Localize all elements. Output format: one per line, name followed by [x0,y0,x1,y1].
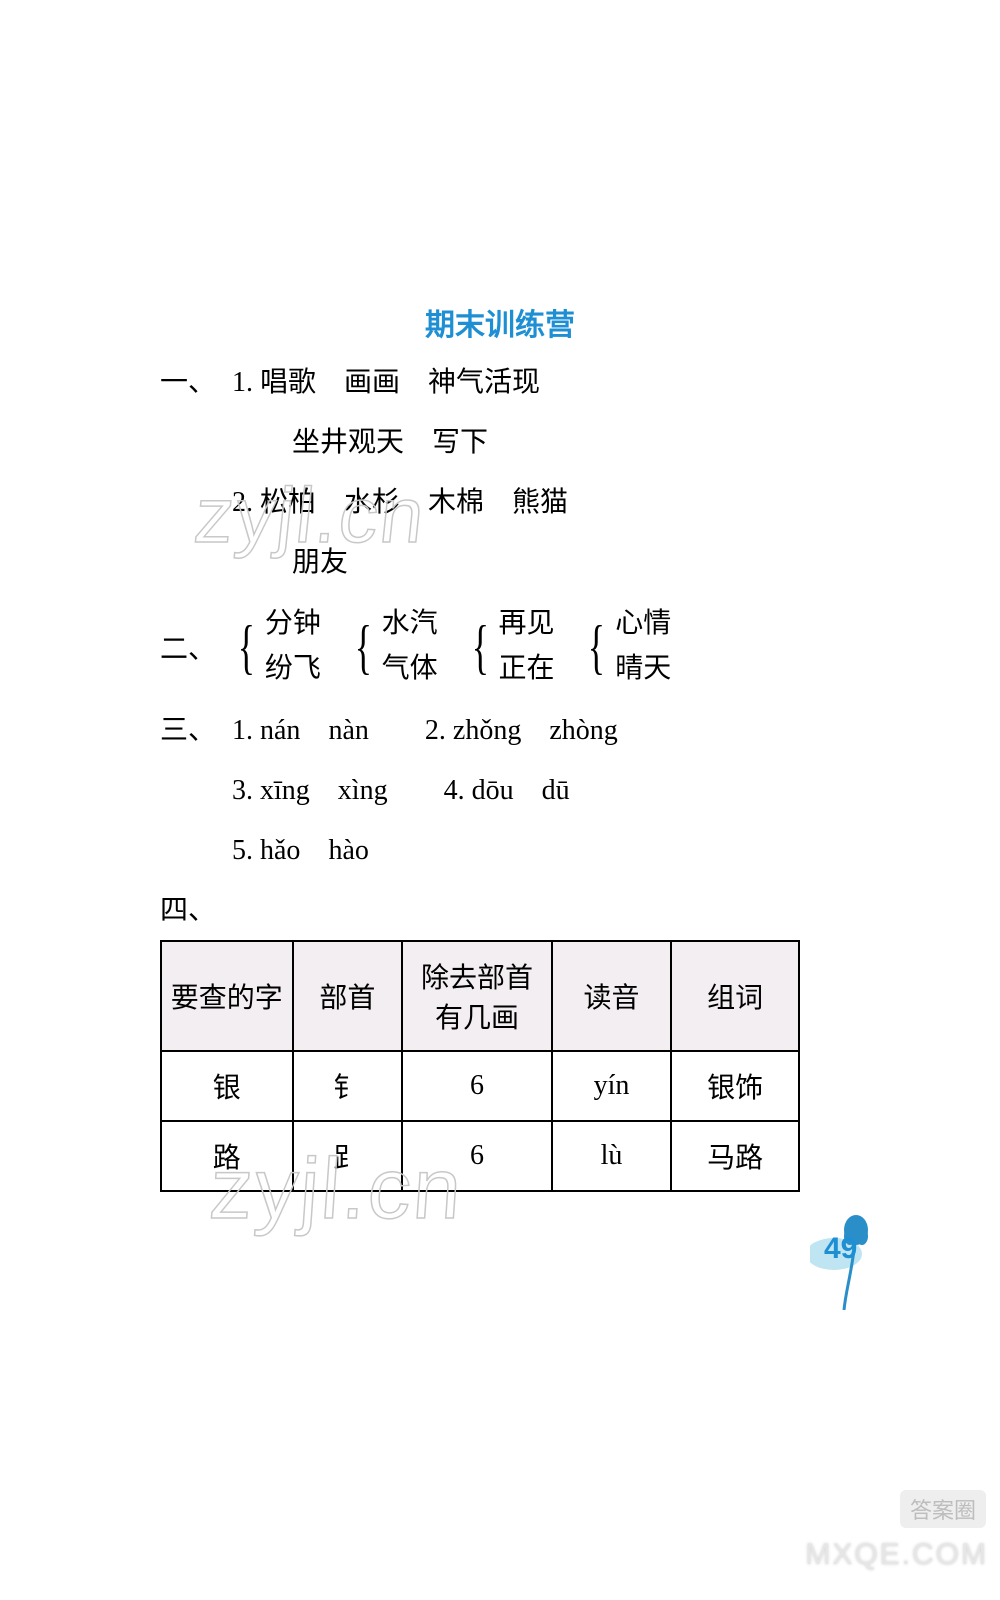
section1-line3: 2. 松柏 水杉 木棉 熊猫 [232,482,840,524]
section4-label: 四、 [160,890,840,932]
brace-icon: { [238,617,255,677]
pinyin-item: 1. nán nàn [232,715,369,746]
s1-i2-l1: 松柏 水杉 木棉 熊猫 [260,487,568,518]
corner-site: MXQE.COM [805,1538,988,1572]
page-number: 49 [824,1232,857,1266]
brace-top: 再见 [498,602,554,647]
bracket-group: {水汽气体 [349,602,438,692]
table-cell: 银 [161,1051,293,1121]
table-header-cell: 读音 [552,941,672,1051]
section3-row2: 3. xīng xìng 4. dōu dū [232,770,840,812]
brace-bottom: 正在 [498,647,554,692]
table-cell: 6 [402,1051,551,1121]
bracket-group: {分钟纷飞 [232,602,321,692]
table-cell: 银饰 [671,1051,799,1121]
table-cell: 6 [402,1121,551,1191]
section3-row3: 5. hǎo hào [232,830,840,872]
s1-i1-l2: 坐井观天 写下 [292,422,840,464]
section2-label: 二、 [160,627,232,667]
table-row: 银钅6yín银饰 [161,1051,799,1121]
table-header-cell: 要查的字 [161,941,293,1051]
page-number-badge: 49 [810,1210,880,1280]
table-cell: 马路 [671,1121,799,1191]
page-title: 期末训练营 [160,300,840,344]
table-cell: 路 [161,1121,293,1191]
brace-bottom: 晴天 [615,647,671,692]
brace-icon: { [471,617,488,677]
bracket-group: {再见正在 [466,602,555,692]
s1-i2-l2: 朋友 [292,542,840,584]
table-header-cell: 除去部首有几画 [402,941,551,1051]
table-cell: 𧾷 [293,1121,403,1191]
pinyin-item: 2. zhǒng zhòng [425,715,618,746]
table-header-row: 要查的字部首除去部首有几画读音组词 [161,941,799,1051]
section3-row1: 三、1. nán nàn 2. zhǒng zhòng [160,710,840,752]
brace-top: 分钟 [265,602,321,647]
s1-i1-l1: 唱歌 画画 神气活现 [260,367,540,398]
section2-row: 二、 {分钟纷飞{水汽气体{再见正在{心情晴天 [160,602,840,692]
section1-line1: 一、1. 唱歌 画画 神气活现 [160,362,840,404]
s1-i1-num: 1. [232,367,253,398]
brace-bottom: 气体 [382,647,438,692]
section1-label: 一、 [160,362,232,404]
table-header-cell: 组词 [671,941,799,1051]
pinyin-item: 5. hǎo hào [232,835,369,866]
s1-i2-num: 2. [232,487,253,518]
brace-icon: { [588,617,605,677]
brace-icon: { [355,617,372,677]
brace-top: 心情 [615,602,671,647]
brace-top: 水汽 [382,602,438,647]
table-row: 路𧾷6lù马路 [161,1121,799,1191]
table-cell: yín [552,1051,672,1121]
lookup-table: 要查的字部首除去部首有几画读音组词 银钅6yín银饰路𧾷6lù马路 [160,940,800,1192]
pinyin-item: 4. dōu dū [444,775,570,806]
section3-label: 三、 [160,710,232,752]
corner-badge: 答案圈 [900,1490,986,1528]
table-header-cell: 部首 [293,941,403,1051]
bracket-group: {心情晴天 [582,602,671,692]
table-cell: 钅 [293,1051,403,1121]
brace-bottom: 纷飞 [265,647,321,692]
pinyin-item: 3. xīng xìng [232,775,388,806]
table-cell: lù [552,1121,672,1191]
